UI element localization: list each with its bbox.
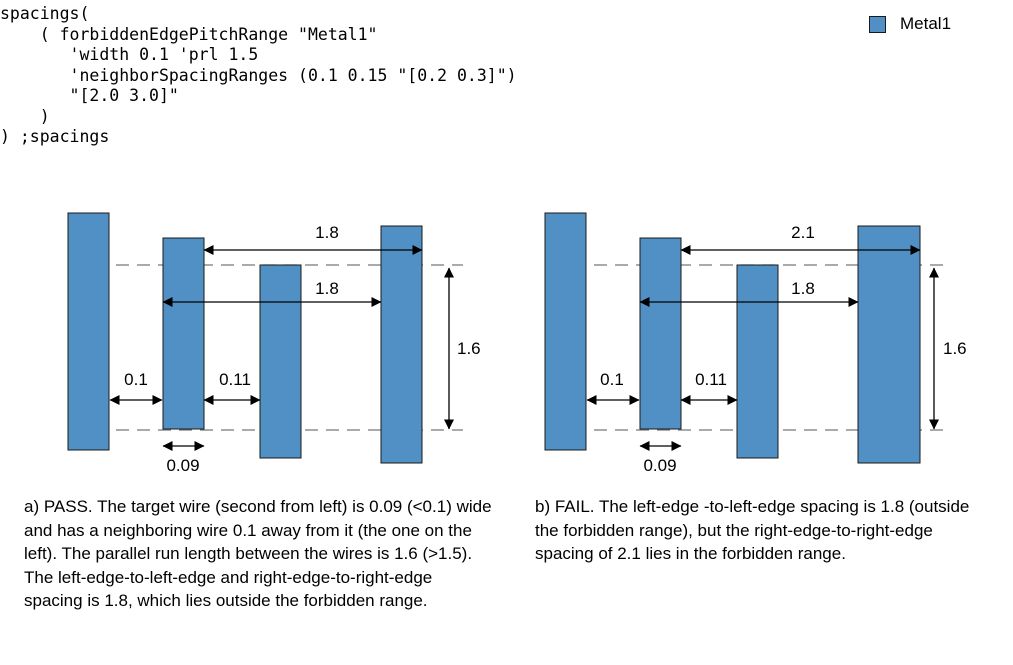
metal1-wire-target (639, 237, 682, 430)
code-line: "[2.0 3.0]" (0, 86, 179, 105)
metal1-wire-wide (857, 225, 921, 464)
dimension-label-width: 0.09 (643, 456, 676, 475)
legend-swatch (869, 15, 886, 33)
dimension-label-width: 0.09 (166, 456, 199, 475)
dimension-label-spacing-mid: 0.11 (695, 370, 727, 389)
dimension-label-spacing-mid: 0.11 (219, 370, 251, 389)
legend-label: Metal1 (900, 14, 952, 33)
metal1-wire (544, 212, 587, 451)
metal1-wire (380, 225, 423, 464)
dimension-label-prl: 1.6 (943, 339, 967, 358)
dimension-label-prl: 1.6 (457, 339, 481, 358)
caption-panel-a: a) PASS. The target wire (second from le… (24, 497, 492, 611)
dimension-label-top-pitch: 1.8 (315, 223, 339, 242)
metal1-wire (67, 212, 110, 451)
dimension-label-mid-pitch: 1.8 (791, 279, 815, 298)
panel-b: 2.1 1.8 1.6 0.1 0.11 0.09 (544, 212, 967, 475)
code-line: ( forbiddenEdgePitchRange "Metal1" (0, 24, 378, 44)
code-block: spacings( ( forbiddenEdgePitchRange "Met… (0, 4, 517, 148)
metal1-wire-target (162, 237, 205, 430)
dimension-label-spacing-left: 0.1 (600, 370, 624, 389)
code-line: spacings( (0, 4, 90, 23)
caption-panel-b: b) FAIL. The left-edge -to-left-edge spa… (535, 497, 970, 564)
dimension-label-top-pitch: 2.1 (791, 223, 815, 242)
code-line: 'neighborSpacingRanges (0.1 0.15 "[0.2 0… (0, 65, 517, 85)
metal1-wire (259, 264, 302, 459)
dimension-label-spacing-left: 0.1 (124, 370, 148, 389)
code-line: ) ;spacings (0, 127, 110, 146)
legend: Metal1 (869, 13, 951, 35)
code-line: ) (0, 106, 50, 126)
metal1-wire (736, 264, 779, 459)
dimension-label-mid-pitch: 1.8 (315, 279, 339, 298)
code-line: 'width 0.1 'prl 1.5 (0, 45, 259, 64)
panel-a: 1.8 1.8 1.6 0.1 0.11 0.09 (67, 212, 481, 475)
